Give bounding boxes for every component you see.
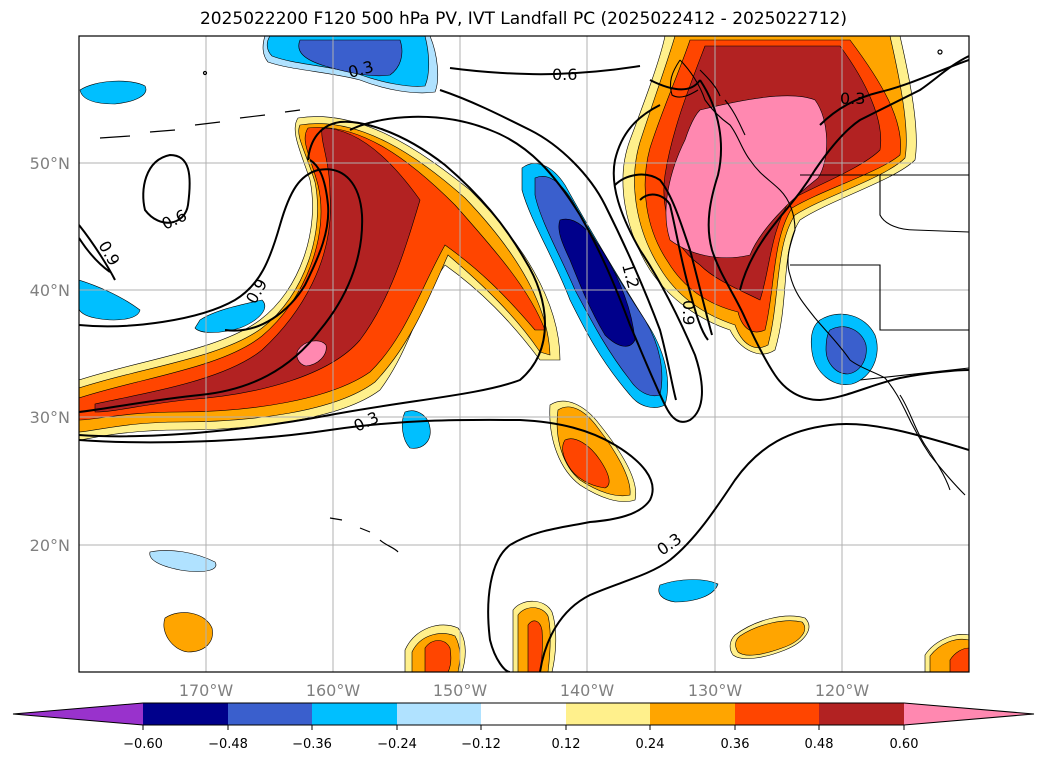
contour-label: 0.3 — [351, 408, 382, 436]
colorbar-bin — [481, 703, 566, 725]
lon-label: 160°W — [306, 681, 361, 700]
lat-label: 50°N — [30, 154, 70, 173]
colorbar-over-arrow — [904, 703, 1034, 725]
contour-label: 0.6 — [159, 206, 190, 234]
colorbar-bin — [143, 703, 228, 725]
latitude-labels: 50°N 40°N 30°N 20°N — [30, 154, 70, 555]
colorbar-bin — [397, 703, 481, 725]
colorbar-tick-label: 0.36 — [721, 737, 750, 752]
figure-title: 2025022200 F120 500 hPa PV, IVT Landfall… — [199, 9, 847, 29]
neg-small-1 — [79, 80, 147, 105]
lat-label: 20°N — [30, 536, 70, 555]
pos-small-3-strong — [424, 640, 452, 672]
pos-band-strong — [79, 127, 546, 421]
colorbar-bin — [650, 703, 735, 725]
colorbar-tick-label: 0.60 — [890, 737, 919, 752]
pos-ridge-max — [665, 95, 827, 258]
colorbar-tick-label: 0.48 — [805, 737, 834, 752]
neg-small-2 — [79, 279, 141, 321]
lon-label: 150°W — [433, 681, 488, 700]
colorbar-ticks — [142, 725, 905, 730]
pos-small-4-strong — [527, 620, 543, 672]
neg-small-4 — [401, 410, 431, 449]
colorbar-bin — [735, 703, 819, 725]
lat-label: 40°N — [30, 281, 70, 300]
contour-label: 0.3 — [840, 89, 865, 108]
longitude-labels: 170°W 160°W 150°W 140°W 130°W 120°W — [179, 681, 870, 700]
colorbar: −0.60 −0.48 −0.36 −0.24 −0.12 0.12 0.24 … — [12, 702, 1035, 752]
coastlines — [669, 59, 969, 496]
colorbar-bin — [819, 703, 904, 725]
islands — [99, 49, 943, 553]
colorbar-tick-label: 0.12 — [552, 737, 581, 752]
colorbar-under-arrow — [13, 703, 143, 725]
neg-small-5 — [149, 550, 217, 572]
map-frame — [78, 35, 970, 673]
colorbar-tick-label: −0.36 — [292, 737, 332, 752]
colorbar-tick-label: −0.24 — [377, 737, 417, 752]
pc-shading — [79, 36, 969, 672]
neg-alaska-strong — [298, 39, 403, 77]
colorbar-tick-label: −0.48 — [208, 737, 248, 752]
contour-label: 0.9 — [95, 238, 124, 270]
contour-label: 0.9 — [242, 275, 271, 307]
pv-contours — [79, 55, 969, 672]
lon-label: 140°W — [560, 681, 615, 700]
neg-small-3 — [194, 299, 266, 333]
contour-label: 0.9 — [679, 300, 698, 325]
lon-label: 170°W — [179, 681, 234, 700]
neg-trough-max — [558, 218, 636, 347]
colorbar-bin — [312, 703, 397, 725]
lon-label: 120°W — [815, 681, 870, 700]
contour-label: 0.6 — [552, 65, 577, 84]
colorbar-tick-label: −0.12 — [461, 737, 501, 752]
lon-label: 130°W — [688, 681, 743, 700]
colorbar-bin — [566, 703, 650, 725]
colorbar-bin — [228, 703, 312, 725]
pos-small-5-mid — [735, 620, 806, 656]
pos-small-1-strong — [562, 438, 610, 489]
colorbar-tick-label: −0.60 — [123, 737, 163, 752]
neg-socal-inner — [825, 326, 867, 375]
pos-band-high — [94, 127, 421, 413]
contour-label: 0.3 — [653, 529, 685, 559]
lat-label: 30°N — [30, 408, 70, 427]
pos-small-6-strong — [949, 647, 969, 672]
neg-small-6 — [658, 579, 719, 603]
pos-small-2 — [163, 612, 213, 653]
colorbar-tick-label: 0.24 — [636, 737, 665, 752]
